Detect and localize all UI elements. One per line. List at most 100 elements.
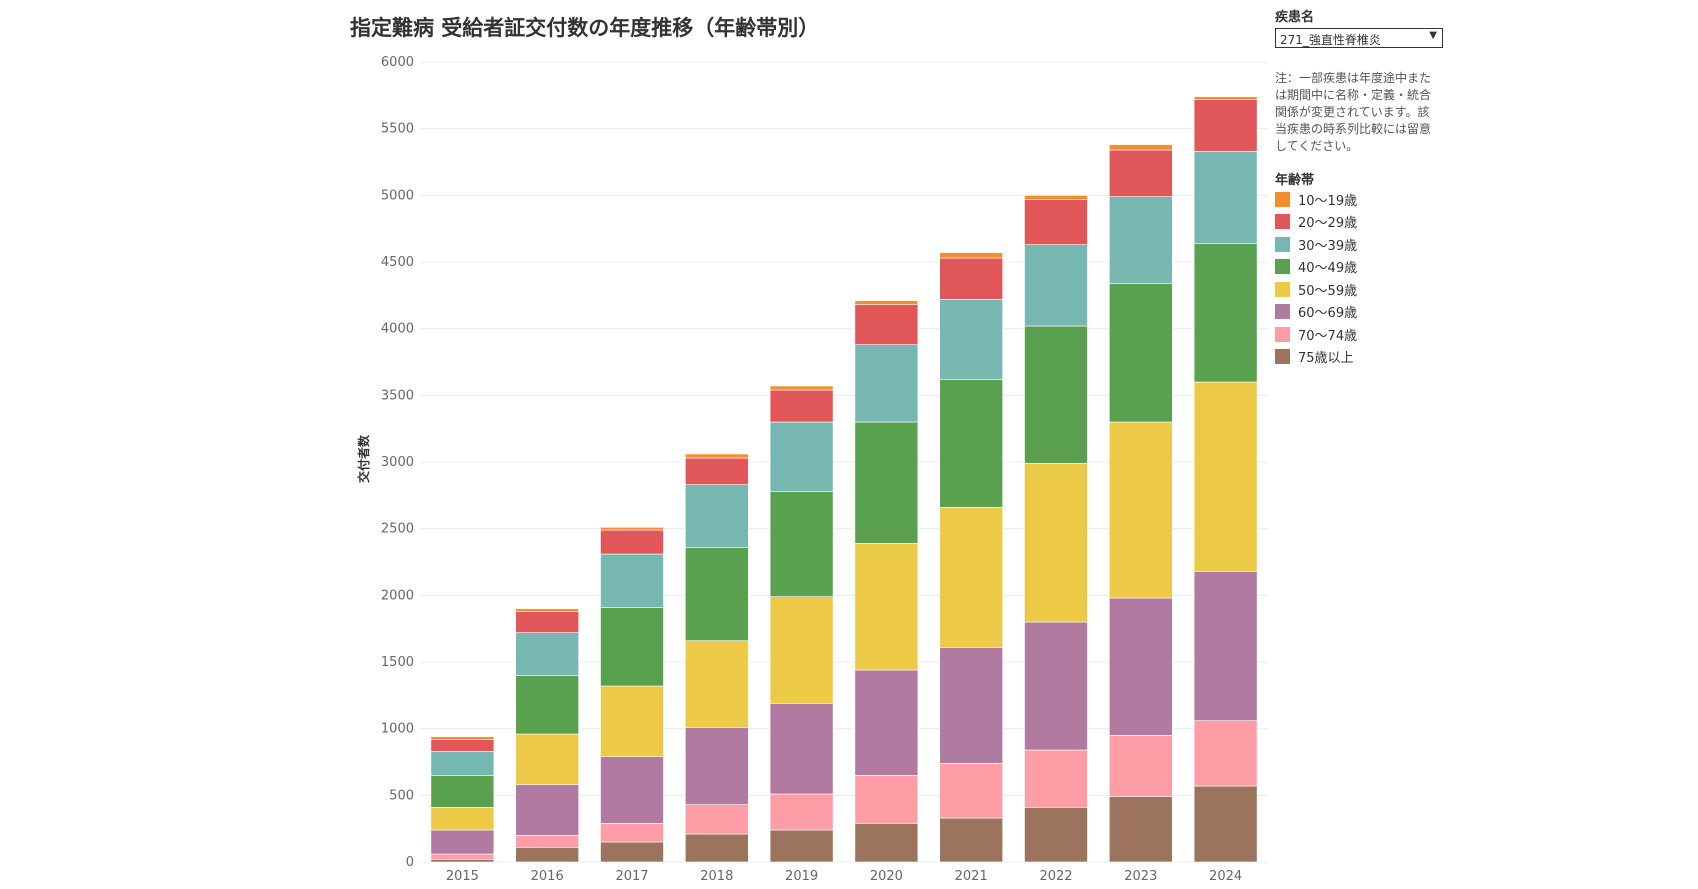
legend-label: 30〜39歳 (1298, 238, 1358, 254)
bar-segment[interactable]: 2018 70〜74歳: 220 (684, 804, 749, 835)
legend-item[interactable]: 50〜59歳 (1275, 278, 1455, 301)
bar-segment[interactable]: 2020 20〜29歳: 300 (854, 304, 919, 345)
bar-segment[interactable]: 2022 30〜39歳: 610 (1024, 244, 1088, 327)
disease-dropdown[interactable]: 271_強直性脊椎炎 ▼ (1275, 28, 1443, 48)
bar-segment[interactable]: 2015 30〜39歳: 180 (430, 751, 495, 776)
bar-segment[interactable]: 2017 50〜59歳: 530 (600, 685, 664, 757)
bar-segment[interactable]: 2021 60〜69歳: 870 (939, 647, 1004, 764)
bar-segment[interactable]: 2023 10〜19歳: 40 (1109, 144, 1173, 151)
bar-segment[interactable]: 2023 75歳以上: 490 (1109, 796, 1173, 863)
legend-item[interactable]: 70〜74歳 (1275, 323, 1455, 346)
bar-segment[interactable]: 2015 75歳以上: 20 (430, 859, 495, 863)
bar-segment[interactable]: 2020 70〜74歳: 360 (854, 775, 919, 824)
bar-segment[interactable]: 2022 60〜69歳: 960 (1024, 621, 1088, 751)
bar-segment[interactable]: 2020 30〜39歳: 580 (854, 344, 919, 423)
legend-swatch (1275, 236, 1290, 252)
bar-segment[interactable]: 2024 70〜74歳: 490 (1193, 720, 1258, 787)
stacked-bar-chart: 0 500 1000 1500 2000 2500 3000 3500 4000 4500 5000… (356, 55, 1268, 884)
bar-segment[interactable]: 2024 10〜19歳: 20 (1193, 96, 1258, 100)
bar-segment[interactable]: 2018 10〜19歳: 30 (684, 453, 749, 459)
bar-segment[interactable]: 2017 60〜69歳: 500 (600, 756, 664, 824)
x-tick-label: 2023 (1124, 869, 1157, 884)
bar-segment[interactable]: 2020 60〜69歳: 790 (854, 669, 919, 776)
bar-segment[interactable]: 2021 75歳以上: 330 (939, 817, 1004, 863)
bar-segment[interactable]: 2021 30〜39歳: 600 (939, 299, 1004, 380)
bar-segment[interactable]: 2020 10〜19歳: 30 (854, 300, 919, 305)
bar-segment[interactable]: 2017 30〜39歳: 400 (600, 553, 664, 608)
bar-segment[interactable]: 2019 60〜69歳: 680 (769, 703, 834, 795)
legend-swatch (1275, 304, 1290, 320)
bar-segment[interactable]: 2016 75歳以上: 110 (515, 847, 580, 863)
bar-segment[interactable]: 2021 20〜29歳: 310 (939, 257, 1004, 300)
bar-segment[interactable]: 2024 50〜59歳: 1420 (1193, 381, 1258, 572)
bar-segment[interactable]: 2018 40〜49歳: 700 (684, 547, 749, 641)
bar-segment[interactable]: 2021 10〜19歳: 40 (939, 252, 1004, 259)
bar-segment[interactable]: 2023 50〜59歳: 1320 (1109, 421, 1173, 599)
bar-segment[interactable]: 2020 40〜49歳: 910 (854, 421, 919, 544)
bar-segment[interactable]: 2024 20〜29歳: 390 (1193, 99, 1258, 152)
bar-segment[interactable]: 2021 50〜59歳: 1050 (939, 507, 1004, 648)
bar-segment[interactable]: 2018 30〜39歳: 470 (684, 484, 749, 548)
bar-segment[interactable]: 2019 70〜74歳: 270 (769, 793, 834, 831)
bar-segment[interactable]: 2022 70〜74歳: 430 (1024, 749, 1088, 808)
bar-segment[interactable]: 2018 50〜59歳: 650 (684, 640, 749, 728)
bar-segment[interactable]: 2016 30〜39歳: 320 (515, 632, 580, 676)
bar-segment[interactable]: 2015 50〜59歳: 170 (430, 807, 495, 831)
bar-segment[interactable]: 2015 10〜19歳: 20 (430, 736, 495, 740)
bar-segment[interactable]: 2023 60〜69歳: 1030 (1109, 597, 1173, 736)
legend-item[interactable]: 10〜19歳 (1275, 188, 1455, 211)
bar-segment[interactable]: 2019 10〜19歳: 30 (769, 385, 834, 391)
bar-segment[interactable]: 2022 50〜59歳: 1190 (1024, 463, 1088, 623)
bar-segment[interactable]: 2024 40〜49歳: 1040 (1193, 243, 1258, 383)
y-tick-label: 1000 (381, 722, 414, 737)
bar-segment[interactable]: 2016 40〜49歳: 440 (515, 675, 580, 735)
legend-label: 70〜74歳 (1298, 328, 1358, 344)
x-tick-label: 2015 (446, 869, 479, 884)
bar-segment[interactable]: 2024 60〜69歳: 1120 (1193, 571, 1258, 721)
bar-segment[interactable]: 2023 20〜29歳: 350 (1109, 149, 1173, 197)
bar-segment[interactable]: 2022 75歳以上: 410 (1024, 807, 1088, 863)
bar-segment[interactable]: 2024 30〜39歳: 690 (1193, 151, 1258, 244)
bar-segment[interactable]: 2015 20〜29歳: 90 (430, 739, 495, 752)
bar-segment[interactable]: 2018 20〜29歳: 200 (684, 457, 749, 485)
bar-segment[interactable]: 2017 70〜74歳: 140 (600, 823, 664, 843)
bar-segment[interactable]: 2016 50〜59歳: 380 (515, 733, 580, 785)
legend-item[interactable]: 30〜39歳 (1275, 233, 1455, 256)
bar-segment[interactable]: 2019 75歳以上: 240 (769, 829, 834, 863)
bar-segment[interactable]: 2020 50〜59歳: 950 (854, 543, 919, 671)
legend-swatch (1275, 326, 1290, 342)
bar-segment[interactable]: 2021 70〜74歳: 410 (939, 763, 1004, 819)
bar-segment[interactable]: 2022 10〜19歳: 30 (1024, 195, 1088, 200)
bar-segment[interactable]: 2023 40〜49歳: 1040 (1109, 283, 1173, 423)
chart-title: 指定難病 受給者証交付数の年度推移（年齢帯別） (350, 16, 820, 40)
bar-segment[interactable]: 2021 40〜49歳: 960 (939, 379, 1004, 508)
bar-segment[interactable]: 2016 10〜19歳: 20 (515, 608, 580, 612)
bar-segment[interactable]: 2015 40〜49歳: 240 (430, 775, 495, 808)
bar-segment[interactable]: 2019 20〜29歳: 240 (769, 389, 834, 423)
bar-segment[interactable]: 2016 70〜74歳: 90 (515, 835, 580, 848)
bar-segment[interactable]: 2022 40〜49歳: 1030 (1024, 325, 1088, 464)
bar-segment[interactable]: 2020 75歳以上: 290 (854, 823, 919, 863)
bar-segment[interactable]: 2018 75歳以上: 210 (684, 833, 749, 863)
bar-segment[interactable]: 2023 30〜39歳: 650 (1109, 196, 1173, 284)
bar-segment[interactable]: 2015 60〜69歳: 180 (430, 829, 495, 855)
bar-segment[interactable]: 2019 30〜39歳: 520 (769, 421, 834, 492)
bar-segment[interactable]: 2024 75歳以上: 570 (1193, 785, 1258, 863)
bar-segment[interactable]: 2023 70〜74歳: 460 (1109, 735, 1173, 797)
bar-segment[interactable]: 2017 40〜49歳: 590 (600, 607, 664, 687)
bar-segment[interactable]: 2019 50〜59歳: 800 (769, 596, 834, 704)
legend-item[interactable]: 60〜69歳 (1275, 301, 1455, 324)
legend-item[interactable]: 75歳以上 (1275, 346, 1455, 369)
legend-item[interactable]: 20〜29歳 (1275, 211, 1455, 234)
bar-segment[interactable]: 2018 60〜69歳: 580 (684, 727, 749, 805)
bar-segment[interactable]: 2022 20〜29歳: 340 (1024, 199, 1088, 245)
bar-segment[interactable]: 2016 60〜69歳: 380 (515, 784, 580, 836)
legend-item[interactable]: 40〜49歳 (1275, 256, 1455, 279)
bar-segment[interactable]: 2016 20〜29歳: 160 (515, 611, 580, 633)
bar-segment[interactable]: 2019 40〜49歳: 790 (769, 491, 834, 597)
y-tick-label: 4500 (381, 255, 414, 270)
bar-segment[interactable]: 2015 70〜74歳: 40 (430, 853, 495, 860)
bar-segment[interactable]: 2017 10〜19歳: 20 (600, 527, 664, 531)
bar-segment[interactable]: 2017 20〜29歳: 180 (600, 529, 664, 555)
bar-segment[interactable]: 2017 75歳以上: 150 (600, 841, 664, 863)
